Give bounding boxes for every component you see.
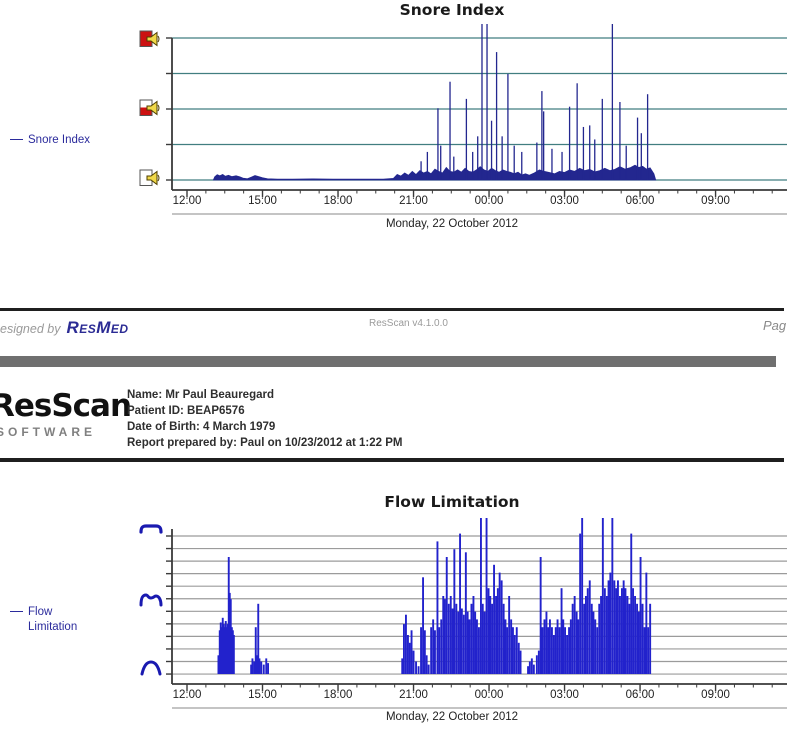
- svg-text:12:00: 12:00: [173, 689, 202, 701]
- svg-text:15:00: 15:00: [248, 689, 277, 701]
- speaker-volume-high-icon: [139, 30, 161, 53]
- speaker-volume-low-icon: [139, 169, 161, 192]
- footer-designed-by: esigned by ResMed: [0, 318, 129, 338]
- speaker-volume-medium-icon: [139, 99, 161, 122]
- snore-legend-dash: [10, 139, 23, 141]
- page-footer-rule: [0, 308, 784, 311]
- flow-chart-legend: Flow Limitation: [10, 605, 77, 635]
- svg-text:21:00: 21:00: [399, 689, 428, 701]
- patient-info-block: Name: Mr Paul Beauregard Patient ID: BEA…: [127, 387, 402, 451]
- flow-x-axis-date: Monday, 22 October 2012: [385, 711, 519, 723]
- patient-name-line: Name: Mr Paul Beauregard: [127, 389, 274, 401]
- flow-shape-partially-flattened-icon: [138, 590, 164, 613]
- svg-text:15:00: 15:00: [248, 195, 277, 207]
- svg-text:03:00: 03:00: [550, 195, 579, 207]
- svg-text:18:00: 18:00: [324, 689, 353, 701]
- patient-id-line: Patient ID: BEAP6576: [127, 405, 245, 417]
- resscan-logo-title: ResScan: [0, 388, 132, 424]
- svg-text:06:00: 06:00: [626, 689, 655, 701]
- svg-text:00:00: 00:00: [475, 195, 504, 207]
- footer-designed-by-text: esigned by: [0, 322, 61, 336]
- svg-text:18:00: 18:00: [324, 195, 353, 207]
- flow-legend-label-line2: Limitation: [28, 621, 78, 633]
- svg-text:21:00: 21:00: [399, 195, 428, 207]
- snore-legend-label: Snore Index: [28, 134, 91, 146]
- svg-text:09:00: 09:00: [701, 195, 730, 207]
- svg-text:03:00: 03:00: [550, 689, 579, 701]
- resmed-logo: ResMed: [66, 318, 129, 337]
- svg-text:06:00: 06:00: [626, 195, 655, 207]
- resscan-logo-subtitle: SOFTWARE: [0, 425, 96, 439]
- footer-version-text: ResScan v4.1.0.0: [369, 318, 448, 329]
- flow-legend-dash: [10, 611, 23, 613]
- page-separator-bar: [0, 356, 776, 367]
- footer-page-label: Pag: [763, 318, 787, 333]
- flow-shape-flattened-icon: [138, 521, 164, 544]
- flow-chart-title: Flow Limitation: [384, 493, 520, 511]
- page-header-rule: [0, 458, 784, 462]
- report-prepared-line: Report prepared by: Paul on 10/23/2012 a…: [127, 437, 403, 449]
- svg-text:00:00: 00:00: [475, 689, 504, 701]
- snore-x-axis-date: Monday, 22 October 2012: [385, 218, 519, 230]
- snore-chart-title: Snore Index: [399, 1, 505, 19]
- patient-dob-line: Date of Birth: 4 March 1979: [127, 421, 276, 433]
- flow-shape-normal-icon: [138, 658, 164, 681]
- snore-chart-legend: Snore Index: [10, 133, 90, 148]
- svg-text:12:00: 12:00: [173, 195, 202, 207]
- svg-text:09:00: 09:00: [701, 689, 730, 701]
- flow-legend-label-line1: Flow: [28, 606, 53, 618]
